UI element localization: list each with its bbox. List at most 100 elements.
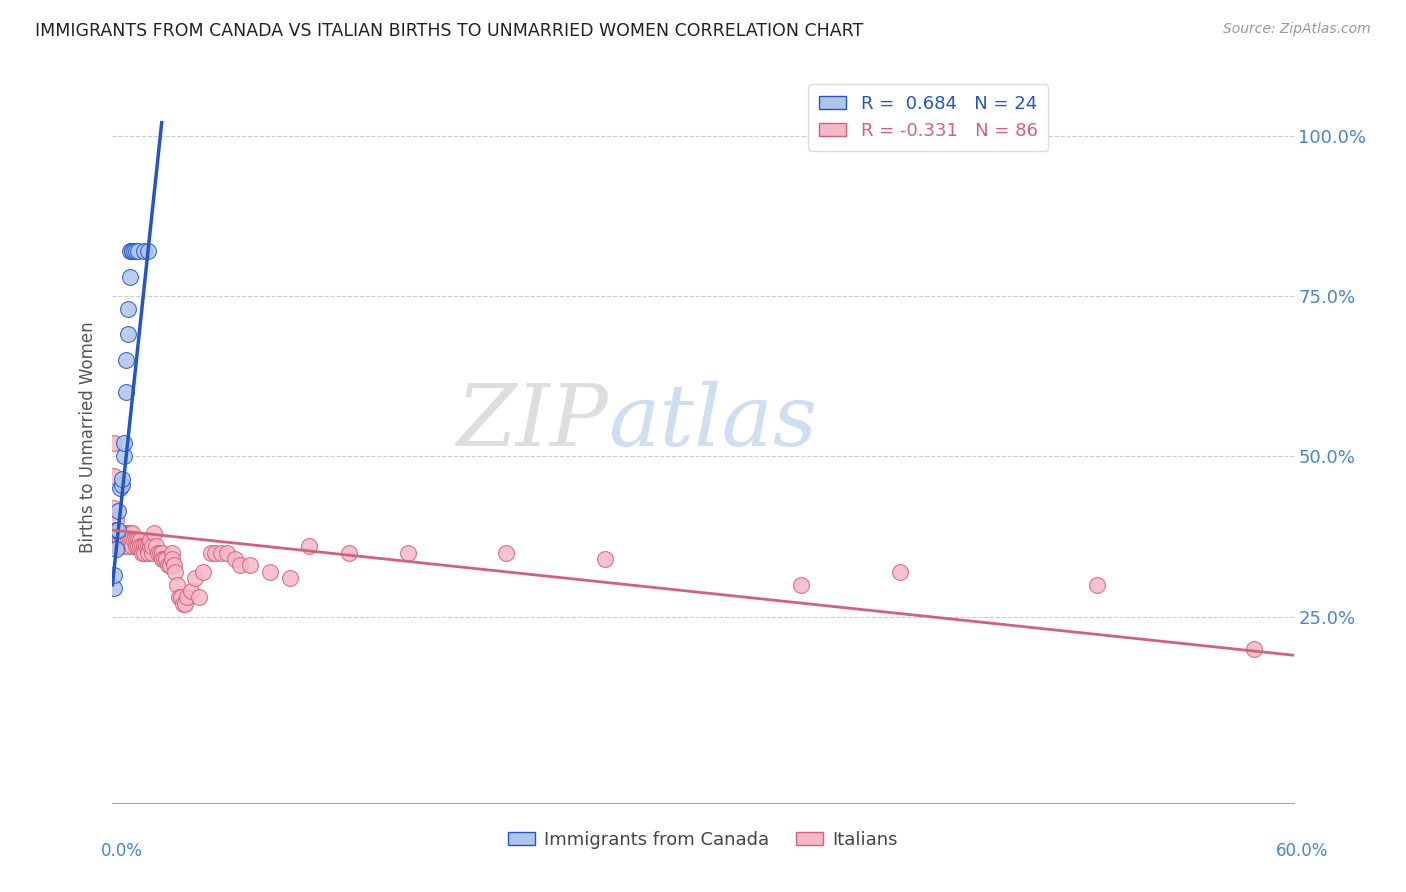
Point [103,500,125,515]
Point [150,552,173,566]
Point [229,558,252,573]
Point [107,539,129,553]
Point [111,533,134,547]
Point [103,468,125,483]
Point [131,545,153,559]
Point [150,545,173,559]
Point [105,542,128,557]
Point [215,545,238,559]
Text: ZIP: ZIP [457,381,609,464]
Point [593,552,616,566]
Point [127,533,149,547]
Y-axis label: Births to Unmarried Women: Births to Unmarried Women [79,321,97,553]
Point [176,591,198,605]
Point [132,539,155,553]
Point [112,533,135,547]
Point [337,545,360,559]
Point [121,526,143,541]
Point [111,472,134,486]
Point [889,565,911,579]
Point [125,539,148,553]
Point [103,436,125,450]
Text: IMMIGRANTS FROM CANADA VS ITALIAN BIRTHS TO UNMARRIED WOMEN CORRELATION CHART: IMMIGRANTS FROM CANADA VS ITALIAN BIRTHS… [35,22,863,40]
Point [115,533,138,547]
Point [107,504,129,518]
Point [1243,641,1265,656]
Point [159,558,181,573]
Point [129,533,152,547]
Point [166,577,188,591]
Point [152,552,174,566]
Point [174,597,197,611]
Point [112,450,135,464]
Point [115,385,138,400]
Point [112,539,135,553]
Point [180,584,202,599]
Point [146,545,169,559]
Point [120,526,142,541]
Point [172,597,194,611]
Point [145,539,167,553]
Point [117,327,139,342]
Point [495,545,517,559]
Point [122,244,145,258]
Point [103,581,125,595]
Point [184,571,207,585]
Point [129,539,152,553]
Point [110,526,132,541]
Point [105,526,128,541]
Point [204,545,226,559]
Point [224,552,246,566]
Point [120,244,142,258]
Point [121,539,143,553]
Point [298,539,321,553]
Point [110,533,132,547]
Text: 0.0%: 0.0% [101,842,143,860]
Point [141,545,163,559]
Point [188,591,211,605]
Point [132,545,155,559]
Point [790,577,813,591]
Point [117,533,139,547]
Point [112,436,135,450]
Point [127,244,149,258]
Point [115,526,138,541]
Point [107,533,129,547]
Point [115,353,138,368]
Point [170,591,193,605]
Point [149,545,172,559]
Point [278,571,301,585]
Point [1085,577,1108,591]
Point [107,526,129,541]
Point [107,523,129,537]
Point [136,244,159,258]
Point [121,244,143,258]
Point [105,514,128,528]
Point [136,539,159,553]
Point [200,545,222,559]
Text: atlas: atlas [609,381,818,464]
Point [131,539,153,553]
Point [169,591,191,605]
Point [117,539,139,553]
Point [141,539,163,553]
Point [396,545,419,559]
Point [135,539,157,553]
Point [121,244,143,258]
Point [111,526,134,541]
Point [239,558,262,573]
Point [160,545,183,559]
Point [105,533,128,547]
Point [112,526,135,541]
Point [122,533,145,547]
Point [125,244,148,258]
Point [142,526,165,541]
Text: Source: ZipAtlas.com: Source: ZipAtlas.com [1223,22,1371,37]
Point [127,539,149,553]
Point [132,244,155,258]
Point [156,558,179,573]
Point [107,539,129,553]
Point [162,558,184,573]
Point [120,533,142,547]
Point [259,565,281,579]
